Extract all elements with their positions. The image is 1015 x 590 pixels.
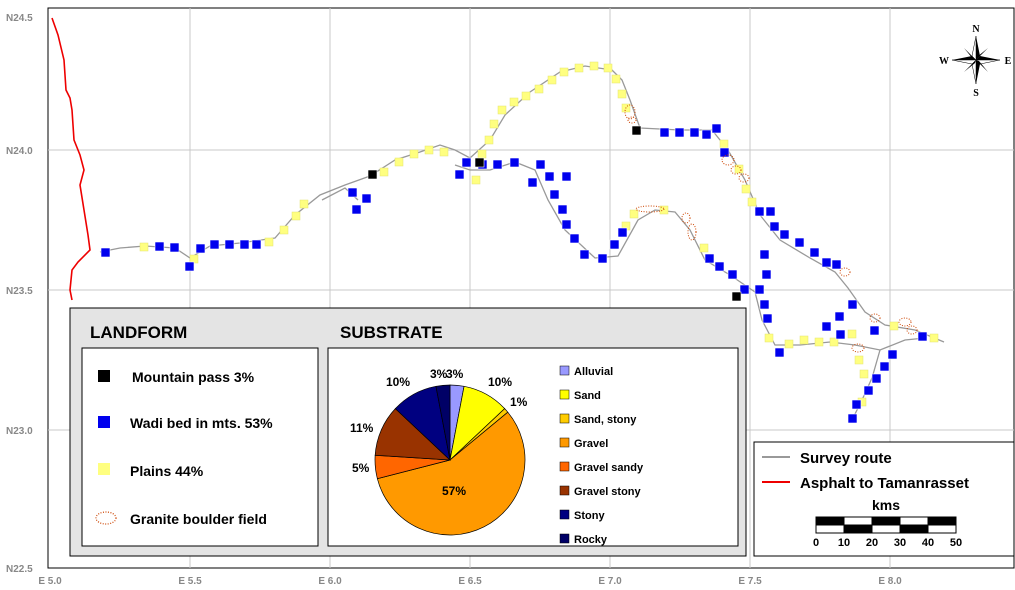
legend-swatch-gravel-sandy [559, 461, 570, 472]
legend-label: Rocky [574, 534, 608, 546]
routes-legend: Survey route Asphalt to Tamanrasset kms … [753, 441, 1015, 557]
compass-rose: N S W E [939, 24, 1012, 99]
lat-label: N24.5 [6, 13, 33, 24]
legend-panel: LANDFORM Mountain pass 3% Wadi bed in mt… [69, 307, 747, 557]
scale-tick: 20 [866, 537, 878, 549]
lon-label: E 5.5 [178, 576, 202, 587]
legend-swatch-sand-stony [559, 413, 570, 424]
legend-swatch-sand [559, 389, 570, 400]
mountain-pass-swatch [98, 370, 110, 382]
lat-label: N23.5 [6, 286, 33, 297]
pie-label-rocky: 3% [446, 367, 464, 381]
granite-boulder-markers [624, 104, 918, 353]
landform-label: Mountain pass 3% [132, 369, 255, 385]
pie-label-gravel-sandy: 5% [352, 461, 370, 475]
scale-bar [815, 516, 957, 534]
survey-route-label: Survey route [800, 450, 892, 467]
scale-tick: 10 [838, 537, 850, 549]
pie-label-stony: 10% [386, 375, 410, 389]
pie-slice-gravel [376, 411, 526, 536]
landform-box [81, 347, 319, 547]
asphalt-label: Asphalt to Tamanrasset [800, 475, 969, 492]
lon-label: E 7.5 [738, 576, 762, 587]
plains-markers [139, 61, 939, 407]
pie-slice-rocky [435, 384, 451, 461]
lat-label: N24.0 [6, 146, 33, 157]
pie-label-sand-stony: 1% [510, 395, 528, 409]
mountain-pass-markers [367, 125, 742, 302]
substrate-pie-chart [374, 384, 526, 536]
landform-label: Plains 44% [130, 463, 204, 479]
lon-label: E 7.0 [598, 576, 622, 587]
legend-label: Gravel stony [574, 486, 642, 498]
scale-title: kms [872, 497, 900, 513]
scale-tick: 30 [894, 537, 906, 549]
landform-title: LANDFORM [90, 323, 187, 342]
substrate-pie-labels: 3% 3% 10% 1% 57% 5% 11% 10% [350, 367, 528, 498]
scale-tick: 40 [922, 537, 934, 549]
wadi-markers [100, 123, 928, 424]
legend-swatch-stony [559, 509, 570, 520]
asphalt-road [51, 17, 91, 301]
lon-label: E 5.0 [38, 576, 62, 587]
landform-label: Wadi bed in mts. 53% [130, 415, 273, 431]
legend-label: Gravel sandy [574, 462, 644, 474]
substrate-title: SUBSTRATE [340, 323, 443, 342]
legend-swatch-gravel-stony [559, 485, 570, 496]
lon-label: E 8.0 [878, 576, 902, 587]
pie-label-gravel: 57% [442, 484, 466, 498]
landform-label: Granite boulder field [130, 511, 267, 527]
compass-s-label: S [973, 88, 979, 99]
pie-label-alluvial: 3% [430, 367, 448, 381]
legend-label: Sand, stony [574, 414, 637, 426]
legend-label: Stony [574, 510, 605, 522]
legend-label: Sand [574, 390, 601, 402]
scale-tick: 0 [813, 537, 819, 549]
compass-n-label: N [972, 24, 980, 35]
substrate-legend: Alluvial Sand Sand, stony Gravel Gravel … [559, 365, 644, 546]
lon-label: E 6.0 [318, 576, 342, 587]
wadi-swatch [98, 416, 110, 428]
pie-label-gravel-stony: 11% [350, 421, 374, 435]
lat-label: N22.5 [6, 564, 33, 575]
legend-swatch-alluvial [559, 365, 570, 376]
legend-swatch-gravel [559, 437, 570, 448]
scale-tick: 50 [950, 537, 962, 549]
legend-swatch-rocky [559, 533, 570, 544]
lat-label: N23.0 [6, 426, 33, 437]
legend-label: Alluvial [574, 366, 613, 378]
pie-label-sand: 10% [488, 375, 512, 389]
plains-swatch [98, 463, 110, 475]
granite-swatch [95, 511, 117, 525]
lon-label: E 6.5 [458, 576, 482, 587]
compass-w-label: W [939, 56, 949, 67]
compass-e-label: E [1005, 56, 1012, 67]
legend-label: Gravel [574, 438, 608, 450]
